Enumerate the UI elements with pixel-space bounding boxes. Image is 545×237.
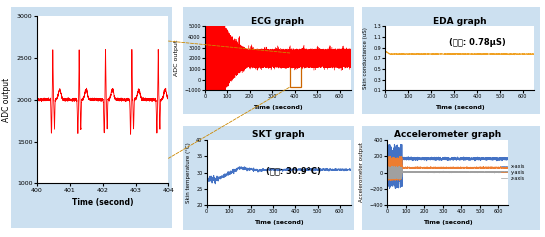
x-axis	[392, 187, 399, 190]
X-axis label: Time (second): Time (second)	[422, 220, 473, 225]
Y-axis label: Accelerometer output: Accelerometer output	[359, 143, 364, 202]
Text: (평균: 0.78μS): (평균: 0.78μS)	[449, 38, 506, 47]
X-axis label: Time (second): Time (second)	[254, 220, 304, 225]
Title: ECG graph: ECG graph	[251, 17, 305, 26]
x-axis	[384, 177, 391, 180]
X-axis label: Time (second): Time (second)	[253, 105, 302, 110]
y-axis	[505, 166, 511, 169]
Y-axis label: Skin temperature (°C): Skin temperature (°C)	[186, 142, 191, 203]
Y-axis label: ADC output: ADC output	[173, 40, 179, 77]
x-axis	[398, 177, 404, 180]
z-axis	[393, 165, 399, 168]
z-axis	[384, 172, 391, 174]
x-axis	[505, 156, 511, 159]
Title: EDA graph: EDA graph	[433, 17, 487, 26]
X-axis label: Time (second): Time (second)	[435, 105, 485, 110]
y-axis	[385, 155, 391, 158]
z-axis	[502, 170, 508, 173]
y-axis	[435, 166, 442, 169]
x-axis	[502, 157, 508, 160]
X-axis label: Time (second): Time (second)	[72, 198, 134, 207]
Line: y-axis: y-axis	[387, 156, 508, 181]
x-axis	[430, 158, 437, 161]
Title: SKT graph: SKT graph	[252, 130, 305, 139]
Y-axis label: Skin conductance (uS): Skin conductance (uS)	[363, 27, 368, 89]
Line: x-axis: x-axis	[387, 144, 508, 189]
z-axis	[489, 171, 495, 173]
y-axis	[489, 166, 495, 169]
z-axis	[398, 171, 404, 174]
z-axis	[505, 171, 511, 173]
Legend: x-axis, y-axis, z-axis: x-axis, y-axis, z-axis	[499, 162, 527, 183]
y-axis	[430, 166, 437, 169]
z-axis	[396, 178, 403, 180]
y-axis	[405, 166, 411, 169]
Y-axis label: ADC output: ADC output	[2, 77, 11, 122]
z-axis	[405, 171, 411, 174]
y-axis	[502, 166, 508, 169]
Line: z-axis: z-axis	[387, 166, 508, 179]
y-axis	[398, 170, 404, 173]
x-axis	[405, 158, 411, 161]
z-axis	[435, 170, 442, 173]
Text: (평균: 30.9°C): (평균: 30.9°C)	[266, 167, 320, 176]
x-axis	[435, 157, 442, 160]
y-axis	[387, 179, 394, 182]
x-axis	[391, 143, 397, 146]
y-axis	[384, 164, 391, 167]
x-axis	[489, 157, 495, 160]
Bar	[290, 53, 301, 87]
z-axis	[430, 171, 437, 174]
Title: Accelerometer graph: Accelerometer graph	[394, 130, 501, 139]
